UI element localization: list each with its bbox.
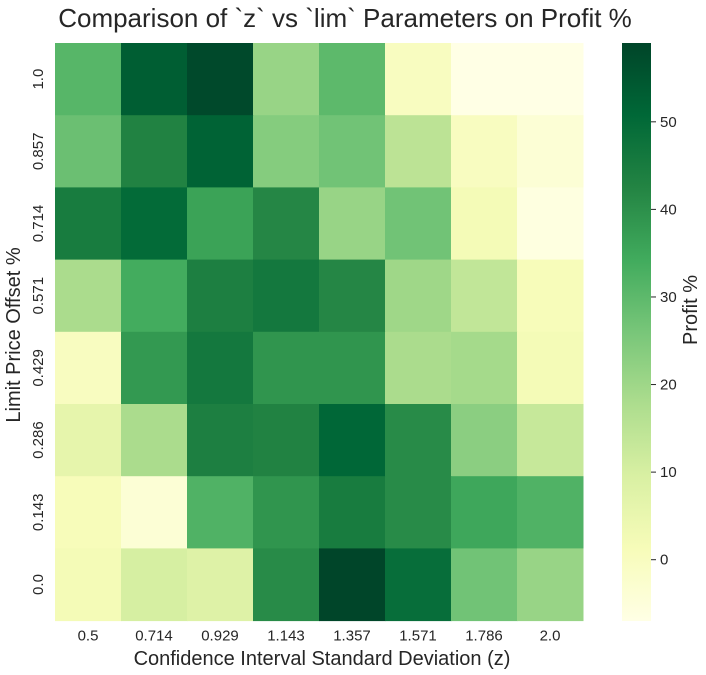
heatmap-cell bbox=[451, 476, 518, 549]
colorbar-ticks: 0 10 20 30 40 50 bbox=[651, 114, 677, 569]
heatmap-cell bbox=[121, 259, 188, 333]
x-tick-label: 1.571 bbox=[399, 628, 437, 645]
heatmap-cell bbox=[385, 404, 452, 477]
heatmap-cell bbox=[253, 476, 320, 549]
x-tick-label: 1.143 bbox=[267, 628, 305, 645]
y-tick-labels: 1.0 0.857 0.714 0.571 0.429 0.286 0.143 0.0 bbox=[30, 69, 47, 595]
heatmap-cell bbox=[253, 404, 320, 477]
heatmap-cell bbox=[253, 43, 320, 116]
heatmap-cell bbox=[451, 115, 518, 188]
chart-title: Comparison of `z` vs `lim` Parameters on… bbox=[58, 3, 632, 33]
x-tick-label: 2.0 bbox=[540, 628, 561, 645]
heatmap-cell bbox=[385, 115, 452, 188]
heatmap-cell bbox=[385, 259, 452, 333]
heatmap-cell bbox=[187, 115, 254, 188]
heatmap-cell bbox=[55, 331, 122, 405]
heatmap-cell bbox=[319, 404, 386, 477]
heatmap-cell bbox=[121, 43, 188, 116]
heatmap-cell bbox=[517, 331, 584, 405]
colorbar-tick-label: 30 bbox=[660, 289, 677, 306]
heatmap-cell bbox=[385, 548, 452, 622]
colorbar-tick-label: 50 bbox=[660, 114, 677, 131]
heatmap-cell bbox=[517, 476, 584, 549]
heatmap-cell bbox=[253, 187, 320, 261]
heatmap-cell bbox=[121, 476, 188, 549]
heatmap-cell bbox=[319, 259, 386, 333]
heatmap-cell bbox=[187, 404, 254, 477]
heatmap-cell bbox=[253, 331, 320, 405]
heatmap-cell bbox=[319, 43, 386, 116]
heatmap-cell bbox=[253, 115, 320, 188]
heatmap-cell bbox=[55, 476, 122, 549]
heatmap-cell bbox=[253, 259, 320, 333]
heatmap-cell bbox=[517, 115, 584, 188]
heatmap-cell bbox=[517, 43, 584, 116]
y-tick-label: 0.571 bbox=[30, 277, 47, 315]
y-tick-label: 0.0 bbox=[30, 574, 47, 595]
y-tick-label: 0.429 bbox=[30, 349, 47, 387]
heatmap-cell bbox=[187, 331, 254, 405]
heatmap-cell bbox=[385, 476, 452, 549]
y-tick-label: 1.0 bbox=[30, 69, 47, 90]
x-tick-labels: 0.5 0.714 0.929 1.143 1.357 1.571 1.786 2.0 bbox=[78, 628, 561, 645]
heatmap-cell bbox=[121, 115, 188, 188]
x-tick-label: 0.5 bbox=[78, 628, 99, 645]
y-axis-label: Limit Price Offset % bbox=[3, 247, 25, 422]
heatmap-cell bbox=[121, 187, 188, 261]
heatmap-cell bbox=[319, 548, 386, 622]
y-tick-label: 0.857 bbox=[30, 133, 47, 171]
heatmap-cells bbox=[55, 43, 584, 622]
heatmap-cell bbox=[451, 187, 518, 261]
x-tick-label: 0.929 bbox=[201, 628, 239, 645]
colorbar-tick-label: 40 bbox=[660, 201, 677, 218]
heatmap-cell bbox=[55, 404, 122, 477]
colorbar-tick-label: 20 bbox=[660, 377, 677, 394]
heatmap-cell bbox=[187, 259, 254, 333]
heatmap-cell bbox=[451, 404, 518, 477]
heatmap-cell bbox=[187, 476, 254, 549]
x-tick-label: 1.786 bbox=[465, 628, 503, 645]
heatmap-cell bbox=[187, 187, 254, 261]
colorbar-tick-label: 0 bbox=[660, 552, 668, 569]
heatmap-cell bbox=[55, 259, 122, 333]
y-tick-label: 0.286 bbox=[30, 421, 47, 459]
heatmap-cell bbox=[451, 259, 518, 333]
heatmap-cell bbox=[385, 43, 452, 116]
heatmap-cell bbox=[187, 548, 254, 622]
heatmap-cell bbox=[55, 115, 122, 188]
heatmap-cell bbox=[121, 548, 188, 622]
colorbar bbox=[622, 43, 651, 621]
heatmap-cell bbox=[319, 115, 386, 188]
heatmap-cell bbox=[121, 404, 188, 477]
heatmap-cell bbox=[451, 43, 518, 116]
heatmap-cell bbox=[187, 43, 254, 116]
heatmap-cell bbox=[517, 548, 584, 622]
colorbar-label: Profit % bbox=[680, 275, 702, 345]
heatmap-cell bbox=[319, 476, 386, 549]
y-tick-label: 0.714 bbox=[30, 205, 47, 243]
heatmap-cell bbox=[121, 331, 188, 405]
heatmap-cell bbox=[517, 404, 584, 477]
heatmap-cell bbox=[517, 187, 584, 261]
heatmap-cell bbox=[451, 331, 518, 405]
heatmap-cell bbox=[451, 548, 518, 622]
heatmap-cell bbox=[517, 259, 584, 333]
heatmap-cell bbox=[385, 187, 452, 261]
heatmap-cell bbox=[319, 331, 386, 405]
y-tick-label: 0.143 bbox=[30, 494, 47, 532]
heatmap-cell bbox=[55, 43, 122, 116]
x-tick-label: 1.357 bbox=[333, 628, 371, 645]
heatmap-cell bbox=[55, 548, 122, 622]
x-axis-label: Confidence Interval Standard Deviation (… bbox=[134, 648, 511, 670]
heatmap-cell bbox=[55, 187, 122, 261]
heatmap-cell bbox=[385, 331, 452, 405]
heatmap-cell bbox=[319, 187, 386, 261]
x-tick-label: 0.714 bbox=[135, 628, 173, 645]
colorbar-tick-label: 10 bbox=[660, 464, 677, 481]
heatmap-cell bbox=[253, 548, 320, 622]
